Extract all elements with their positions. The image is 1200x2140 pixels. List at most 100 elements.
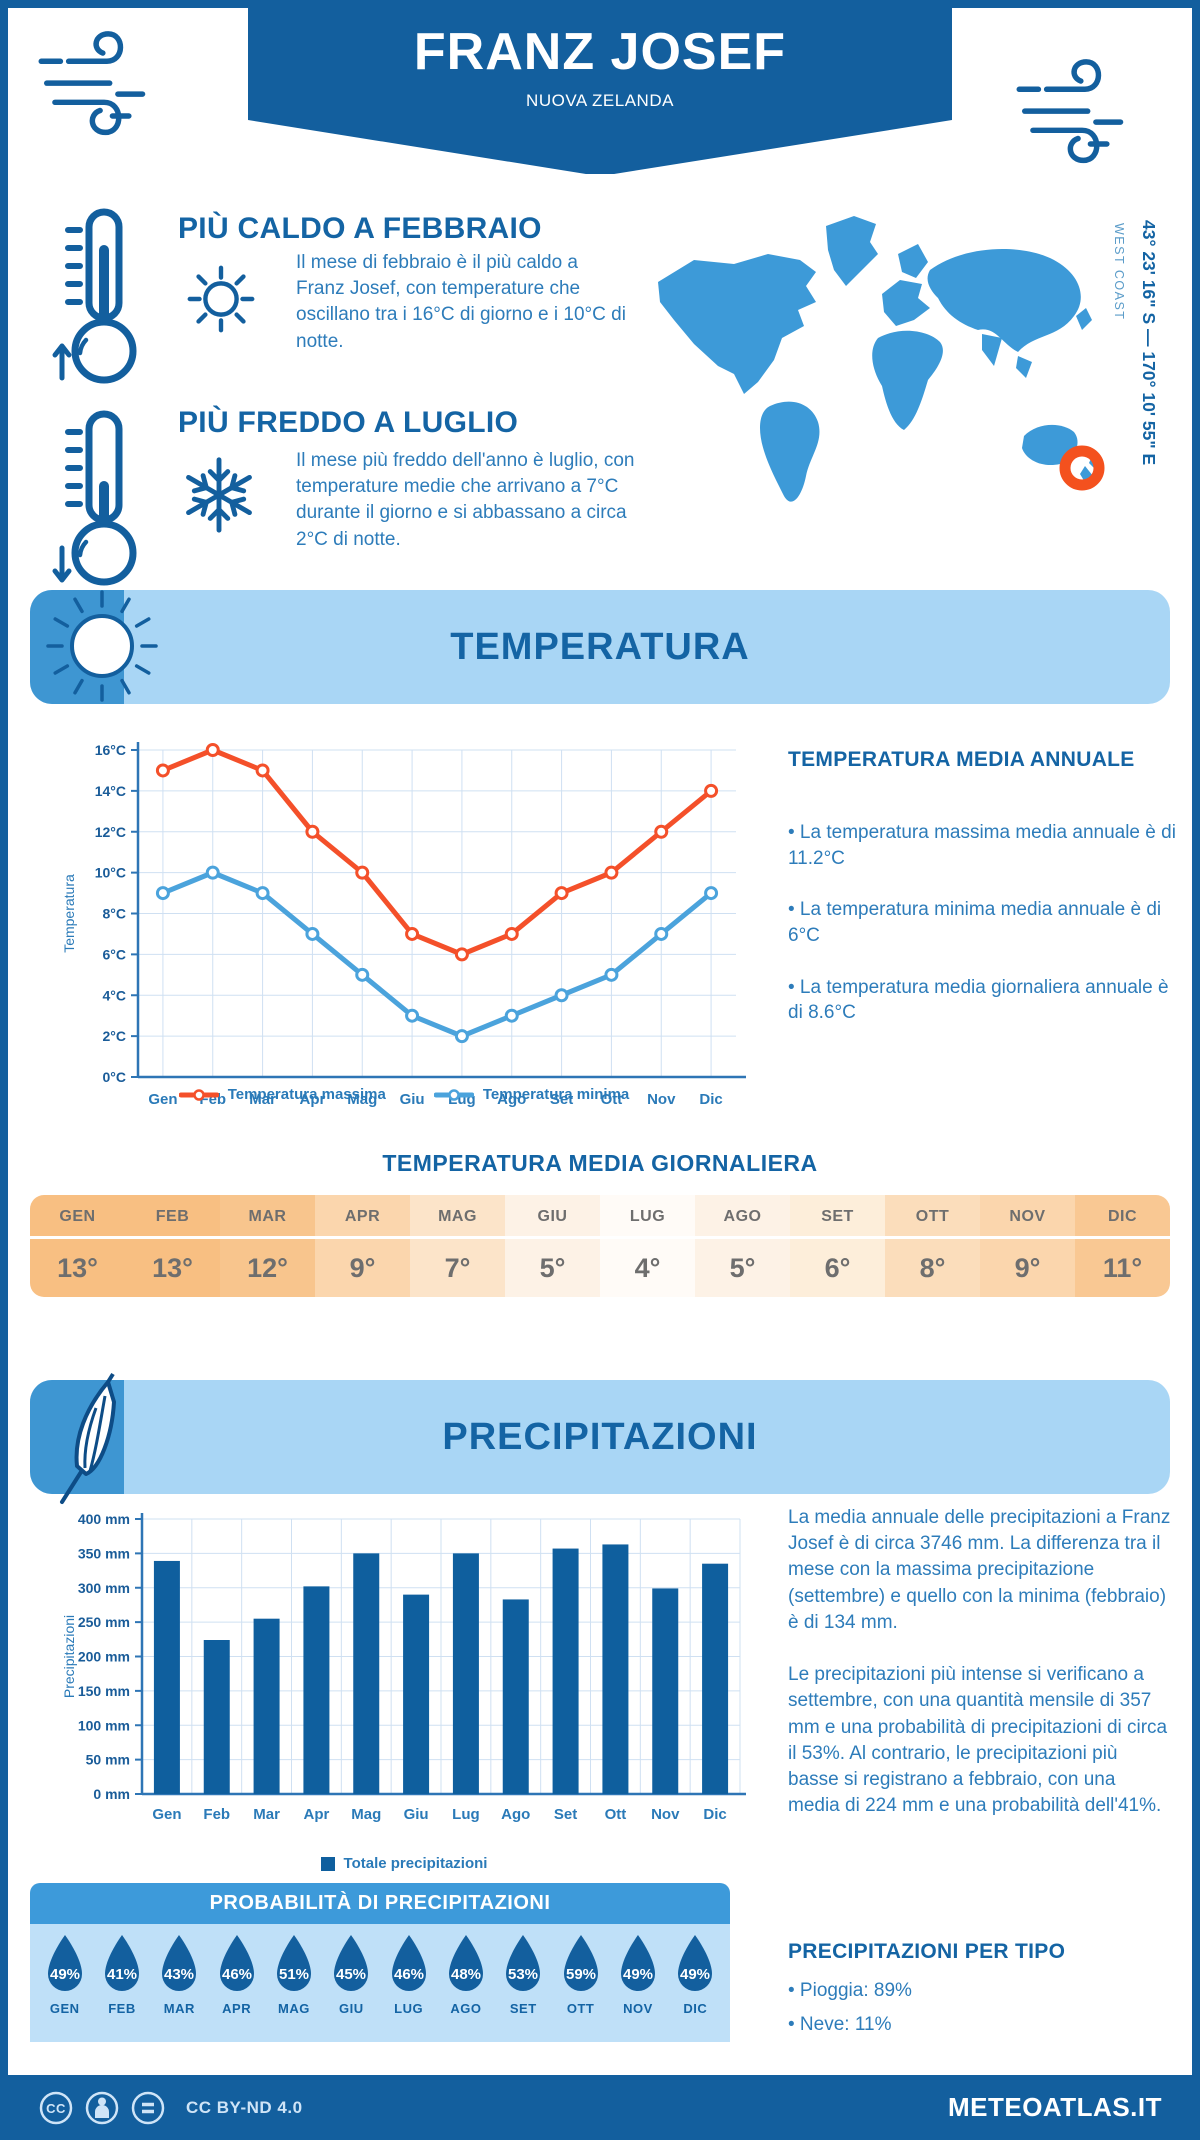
y-tick-label: 100 mm — [78, 1717, 130, 1733]
probability-drops: 49% GEN 41% FEB 43% MAR 46% APR 51% MAG 45% GIU 46% L… — [30, 1924, 730, 2042]
by-type-item: • Pioggia: 89% — [788, 1980, 912, 2001]
probability-month-label: GEN — [49, 2001, 80, 2016]
x-tick-label: Gen — [152, 1806, 181, 1823]
probability-month-label: APR — [222, 2001, 252, 2016]
x-tick-label: Ott — [605, 1806, 627, 1823]
bar — [403, 1594, 430, 1794]
x-tick-label: Apr — [303, 1806, 329, 1823]
x-tick-label: Mar — [253, 1806, 280, 1823]
table-column: GEN 13° — [30, 1195, 125, 1297]
probability-month-label: SET — [509, 2001, 537, 2016]
x-tick-label: Feb — [203, 1806, 230, 1823]
annual-bullet: • La temperatura massima media annuale è… — [788, 822, 1176, 869]
probability-value: 45% — [336, 1966, 366, 1983]
y-tick-label: 50 mm — [86, 1752, 130, 1768]
table-column: OTT 8° — [885, 1195, 980, 1297]
table-value-cell: 9° — [315, 1239, 410, 1297]
probability-item: 48% AGO — [437, 1924, 494, 2042]
coordinates-label: 43° 23' 16" S — 170° 10' 55" E — [1139, 220, 1159, 466]
precipitation-by-type: PRECIPITAZIONI PER TIPO • Pioggia: 89% •… — [788, 1940, 1172, 2037]
table-month-cell: OTT — [885, 1195, 980, 1239]
x-tick-label: Giu — [400, 1091, 425, 1108]
probability-month-label: FEB — [108, 2001, 136, 2016]
raindrop-icon: 53% — [506, 1935, 541, 1991]
table-month-cell: APR — [315, 1195, 410, 1239]
probability-item: 45% GIU — [323, 1924, 380, 2042]
probability-month-label: OTT — [566, 2001, 595, 2016]
bar — [502, 1599, 529, 1794]
cold-title: PIÙ FREDDO A LUGLIO — [178, 406, 519, 439]
page-subtitle: NUOVA ZELANDA — [526, 91, 674, 110]
probability-month-label: DIC — [683, 2001, 708, 2016]
raindrop-icon: 45% — [334, 1935, 369, 1991]
y-tick-label: 250 mm — [78, 1614, 130, 1630]
raindrop-icon: 49% — [620, 1935, 655, 1991]
y-tick-label: 400 mm — [78, 1511, 130, 1527]
probability-item: 49% GEN — [36, 1924, 93, 2042]
probability-value: 51% — [279, 1966, 309, 1983]
page-border-right — [1192, 0, 1200, 2140]
daily-temperature-table: GEN 13° FEB 13° MAR 12° APR 9° MAG 7° GIU 5° LUG 4° AG… — [30, 1195, 1170, 1297]
legend-marker-icon — [320, 1856, 335, 1871]
raindrop-icon: 46% — [219, 1935, 254, 1991]
temperature-banner: TEMPERATURA — [30, 590, 1170, 704]
legend-label: Totale precipitazioni — [343, 1855, 488, 1872]
by-type-item: • Neve: 11% — [788, 2013, 892, 2035]
table-value-cell: 5° — [505, 1239, 600, 1297]
x-tick-label: Ago — [497, 1091, 526, 1108]
x-tick-label: Gen — [148, 1091, 177, 1108]
precipitation-paragraph: Le precipitazioni più intense si verific… — [788, 1664, 1168, 1817]
page-border-left — [0, 0, 8, 2140]
x-tick-label: Nov — [647, 1091, 676, 1108]
daily-table-heading: TEMPERATURA MEDIA GIORNALIERA — [382, 1150, 818, 1176]
bar — [602, 1544, 629, 1794]
annual-summary: TEMPERATURA MEDIA ANNUALE • La temperatu… — [788, 748, 1176, 1026]
table-month-cell: MAR — [220, 1195, 315, 1239]
raindrop-icon: 51% — [276, 1935, 311, 1991]
raindrop-icon: 48% — [448, 1935, 483, 1991]
annual-summary-heading: TEMPERATURA MEDIA ANNUALE — [788, 748, 1135, 771]
probability-month-label: NOV — [623, 2001, 653, 2016]
wind-icon — [1016, 59, 1124, 164]
table-month-cell: SET — [790, 1195, 885, 1239]
probability-item: 49% NOV — [609, 1924, 666, 2042]
table-value-cell: 6° — [790, 1239, 885, 1297]
x-tick-label: Lug — [452, 1806, 480, 1823]
legend-item: Temperatura minima — [433, 1086, 629, 1103]
probability-month-label: MAR — [163, 2001, 195, 2016]
probability-item: 49% DIC — [667, 1924, 724, 2042]
table-value-cell: 7° — [410, 1239, 505, 1297]
cc-license-icons: CC — [39, 2091, 165, 2124]
table-month-cell: AGO — [695, 1195, 790, 1239]
table-value-cell: 11° — [1075, 1239, 1170, 1297]
svg-text:CC: CC — [46, 2101, 66, 2116]
bar-chart-legend: Totale precipitazioni — [58, 1855, 750, 1872]
probability-item: 41% FEB — [93, 1924, 150, 2042]
legend-label: Temperatura massima — [227, 1086, 386, 1103]
x-tick-label: Ott — [601, 1091, 623, 1108]
by-type-heading: PRECIPITAZIONI PER TIPO — [788, 1940, 1066, 1963]
table-month-cell: DIC — [1075, 1195, 1170, 1239]
table-column: NOV 9° — [980, 1195, 1075, 1297]
table-month-cell: NOV — [980, 1195, 1075, 1239]
x-tick-label: Mag — [347, 1091, 377, 1108]
y-tick-label: 300 mm — [78, 1580, 130, 1596]
probability-value: 46% — [222, 1966, 252, 1983]
y-tick-label: 200 mm — [78, 1649, 130, 1665]
warm-title: PIÙ CALDO A FEBBRAIO — [178, 212, 542, 245]
probability-item: 53% SET — [495, 1924, 552, 2042]
precipitation-bar-chart: 0 mm 50 mm 100 mm 150 mm 200 mm 250 mm 300 mm 3… — [61, 1511, 746, 1823]
y-tick-label: 6°C — [103, 946, 127, 962]
y-tick-label: 16°C — [95, 742, 126, 758]
probability-month-label: MAG — [278, 2001, 310, 2016]
probability-heading: PROBABILITÀ DI PRECIPITAZIONI — [30, 1883, 730, 1924]
snowflake-icon — [186, 457, 252, 533]
table-column: LUG 4° — [600, 1195, 695, 1297]
y-tick-label: 12°C — [95, 824, 126, 840]
probability-item: 43% MAR — [151, 1924, 208, 2042]
footer: CC CC BY-ND 4.0 METEOATLAS.IT — [0, 2075, 1200, 2140]
table-month-cell: MAG — [410, 1195, 505, 1239]
probability-value: 43% — [164, 1966, 194, 1983]
